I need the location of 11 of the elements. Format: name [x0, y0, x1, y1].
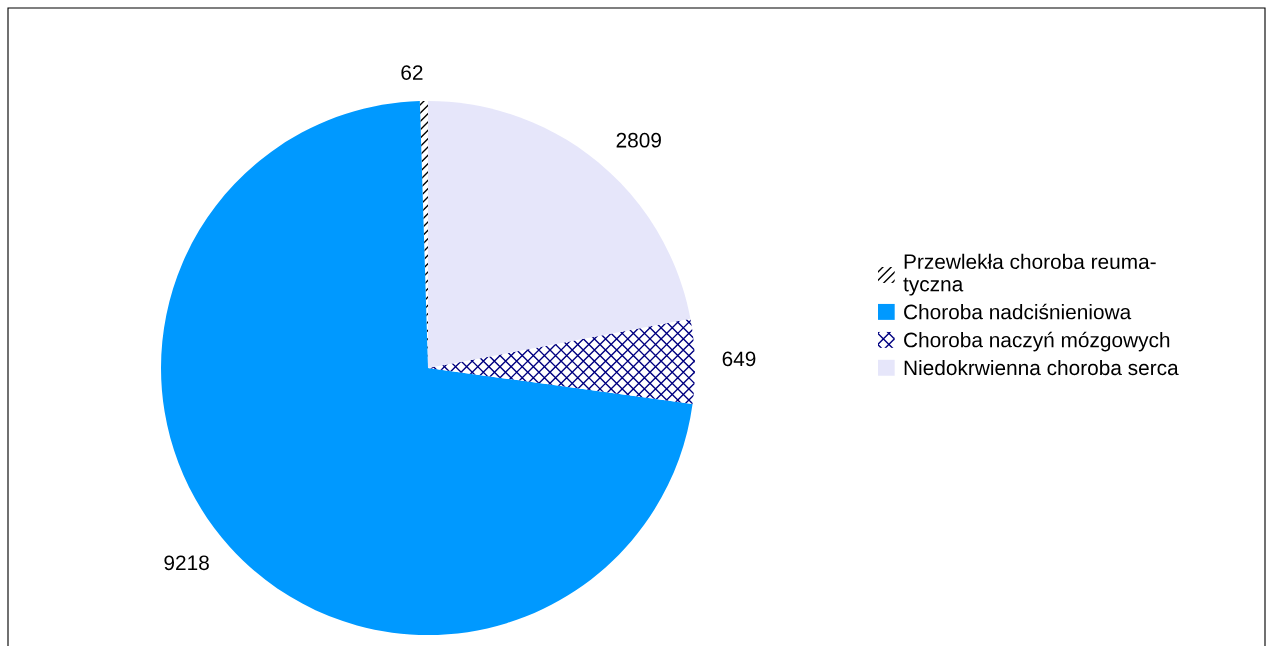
- legend-label: Choroba naczyń mózgowych: [904, 331, 1170, 352]
- data-label: 649: [722, 351, 756, 367]
- legend-label: Niedokrwienna choroba serca: [904, 359, 1179, 376]
- data-label: 2809: [616, 132, 661, 148]
- data-label: 9218: [164, 555, 209, 571]
- data-label: 62: [401, 65, 423, 80]
- legend-label: Choroba nadciśnieniowa: [904, 303, 1132, 320]
- pie-slice: [161, 101, 693, 635]
- pie-slice: [428, 101, 691, 368]
- pie-slice: [428, 318, 695, 404]
- legend-label: Przewlekła choroba reuma- tyczna: [903, 253, 1156, 296]
